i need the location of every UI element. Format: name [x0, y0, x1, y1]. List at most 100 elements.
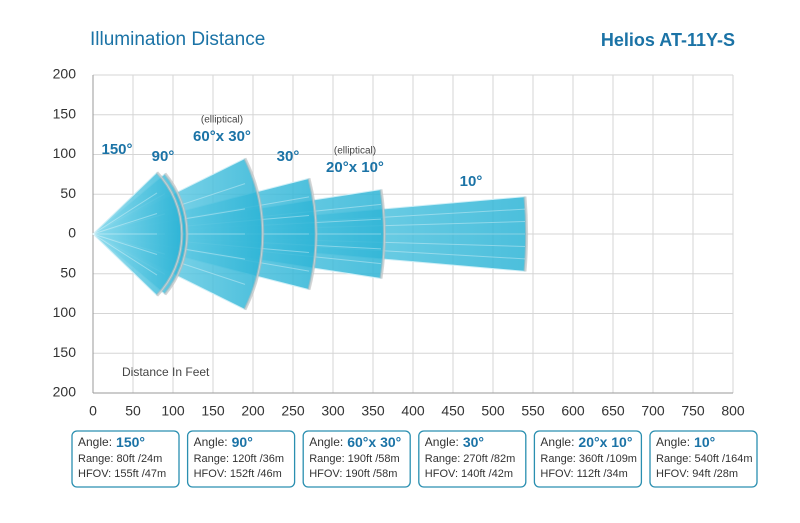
- x-axis-label: Distance In Feet: [122, 365, 210, 379]
- hfov-label: HFOV:: [194, 468, 227, 480]
- x-tick-label: 100: [161, 403, 185, 419]
- angle-label: Angle:: [78, 435, 112, 449]
- x-tick-label: 500: [481, 403, 505, 419]
- model: AT-11Y-S: [659, 30, 735, 50]
- model-title: Helios AT-11Y-S: [601, 30, 735, 50]
- beam-note: (elliptical): [334, 146, 376, 157]
- y-tick-label: 200: [53, 66, 77, 82]
- hfov-label: HFOV:: [78, 468, 111, 480]
- x-tick-label: 0: [89, 403, 97, 419]
- hfov-label: HFOV:: [309, 468, 342, 480]
- range-line: Range: 190ft /58m: [309, 453, 399, 465]
- x-tick-label: 350: [361, 403, 385, 419]
- range-line: Range: 360ft /109m: [540, 453, 637, 465]
- x-tick-label: 400: [401, 403, 425, 419]
- info-box: [418, 430, 527, 488]
- beam-edge: [379, 189, 386, 279]
- angle-label: Angle:: [194, 435, 228, 449]
- beam-ray: [92, 233, 158, 256]
- angle-label: Angle:: [656, 435, 690, 449]
- x-tick-label: 450: [441, 403, 465, 419]
- x-tick-label: 600: [561, 403, 585, 419]
- x-tick-label: 200: [241, 403, 265, 419]
- hfov-line: HFOV: 112ft /34m: [540, 468, 627, 480]
- x-tick-label: 700: [641, 403, 665, 419]
- angle-value: 60°x 30°: [347, 434, 401, 450]
- range-value: 360ft /109m: [579, 453, 637, 465]
- angle-line: Angle: 10°: [656, 434, 715, 450]
- range-label: Range:: [656, 453, 691, 465]
- x-tick-label: 300: [321, 403, 345, 419]
- angle-line: Angle: 90°: [194, 434, 253, 450]
- y-tick-label: 50: [60, 185, 76, 201]
- y-tick-label: 150: [53, 344, 77, 360]
- angle-value: 30°: [463, 434, 484, 450]
- beam-note: (elliptical): [201, 115, 243, 126]
- hfov-line: HFOV: 140ft /42m: [425, 468, 513, 480]
- beam-label: 60°x 30°: [193, 128, 251, 145]
- hfov-value: 94ft /28m: [692, 468, 738, 480]
- beam-label: 150°: [101, 141, 132, 158]
- hfov-label: HFOV:: [425, 468, 458, 480]
- beam-ray: [92, 192, 158, 235]
- x-tick-label: 50: [125, 403, 141, 419]
- angle-value: 20°x 10°: [578, 434, 632, 450]
- range-value: 270ft /82m: [463, 453, 515, 465]
- x-tick-label: 550: [521, 403, 545, 419]
- hfov-line: HFOV: 190ft /58m: [309, 468, 397, 480]
- beam-ray: [92, 233, 158, 276]
- range-value: 120ft /36m: [232, 453, 284, 465]
- range-line: Range: 540ft /164m: [656, 453, 753, 465]
- range-value: 540ft /164m: [694, 453, 752, 465]
- beam-label: 20°x 10°: [326, 159, 384, 176]
- range-label: Range:: [540, 453, 575, 465]
- y-tick-label: 150: [53, 105, 77, 121]
- range-line: Range: 270ft /82m: [425, 453, 515, 465]
- hfov-value: 140ft /42m: [461, 468, 513, 480]
- labels: 150° 90° 60°x 30° (elliptical) 30° 20°x 10° (e…: [101, 115, 482, 190]
- hfov-value: 152ft /46m: [230, 468, 282, 480]
- hfov-value: 155ft /47m: [114, 468, 166, 480]
- info-box: [71, 430, 180, 488]
- beam-edge: [307, 177, 318, 291]
- chart-title: Illumination Distance: [90, 29, 265, 50]
- info-box: [302, 430, 411, 488]
- brand: Helios: [601, 30, 655, 50]
- range-label: Range:: [425, 453, 460, 465]
- x-tick-label: 650: [601, 403, 625, 419]
- range-line: Range: 120ft /36m: [194, 453, 284, 465]
- beam-edge: [243, 157, 265, 311]
- beam-label: 10°: [460, 173, 483, 190]
- beam-edge: [163, 172, 189, 296]
- range-label: Range:: [78, 453, 113, 465]
- hfov-line: HFOV: 94ft /28m: [656, 468, 738, 480]
- angle-line: Angle: 60°x 30°: [309, 434, 401, 450]
- hfov-line: HFOV: 155ft /47m: [78, 468, 166, 480]
- hfov-label: HFOV:: [656, 468, 689, 480]
- beams: [91, 157, 529, 311]
- range-line: Range: 80ft /24m: [78, 453, 162, 465]
- hfov-value: 112ft /34m: [577, 468, 628, 480]
- beam-label: 90°: [152, 148, 175, 165]
- range-value: 80ft /24m: [116, 453, 162, 465]
- angle-line: Angle: 20°x 10°: [540, 434, 632, 450]
- angle-label: Angle:: [540, 435, 574, 449]
- beam-edge: [523, 196, 529, 272]
- beam-label: 30°: [277, 148, 300, 165]
- range-label: Range:: [194, 453, 229, 465]
- angle-value: 90°: [232, 434, 253, 450]
- x-tick-label: 750: [681, 403, 705, 419]
- y-tick-label: 0: [68, 225, 76, 241]
- info-box: [186, 430, 296, 488]
- y-tick-label: 200: [53, 384, 77, 400]
- angle-line: Angle: 30°: [425, 434, 484, 450]
- hfov-line: HFOV: 152ft /46m: [194, 468, 282, 480]
- beam-ray: [92, 212, 158, 235]
- info-box: [649, 430, 758, 488]
- y-tick-label: 100: [53, 304, 77, 320]
- x-tick-label: 150: [201, 403, 225, 419]
- info-box: [533, 430, 643, 488]
- range-label: Range:: [309, 453, 344, 465]
